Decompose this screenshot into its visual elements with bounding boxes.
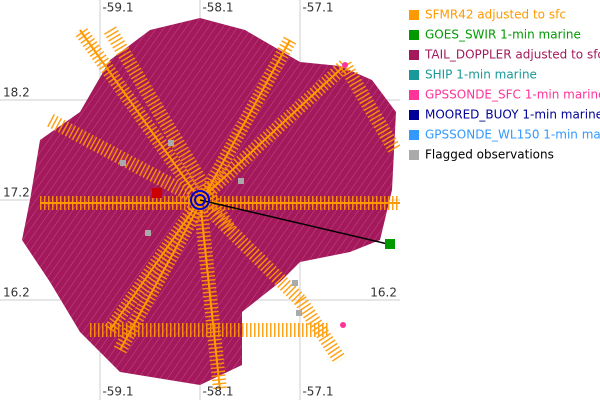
lat-label: 17.2 bbox=[3, 186, 30, 200]
legend-swatch bbox=[409, 70, 419, 80]
lon-label: -59.1 bbox=[102, 385, 133, 399]
lon-label: -57.1 bbox=[302, 385, 333, 399]
ship-marker bbox=[152, 188, 162, 198]
lon-label: -58.1 bbox=[202, 385, 233, 399]
legend-label: TAIL_DOPPLER adjusted to sfc bbox=[424, 48, 600, 62]
legend-swatch bbox=[409, 90, 419, 100]
legend-label: GPSSONDE_SFC 1-min marine bbox=[425, 88, 600, 102]
legend-bg bbox=[400, 0, 600, 400]
legend-label: MOORED_BUOY 1-min marine bbox=[425, 108, 600, 122]
legend-label: GPSSONDE_WL150 1-min marine bbox=[425, 128, 600, 142]
lat-label: 18.2 bbox=[3, 86, 30, 100]
legend-swatch bbox=[409, 50, 419, 60]
sonde-marker bbox=[340, 322, 346, 328]
track-line bbox=[199, 199, 393, 246]
center-marker bbox=[190, 190, 210, 210]
legend-swatch bbox=[409, 130, 419, 140]
lat-label: 16.2 bbox=[3, 286, 30, 300]
flagged-points bbox=[120, 140, 302, 316]
legend-swatch bbox=[409, 150, 419, 160]
legend-label: GOES_SWIR 1-min marine bbox=[425, 28, 581, 42]
legend-swatch bbox=[409, 30, 419, 40]
legend-swatch bbox=[409, 10, 419, 20]
center-marker bbox=[194, 194, 206, 206]
legend-label: Flagged observations bbox=[425, 148, 554, 162]
legend-swatch bbox=[409, 110, 419, 120]
lat-label: 16.2 bbox=[370, 286, 397, 300]
buoy-marker bbox=[385, 239, 395, 249]
lon-label: -57.1 bbox=[302, 1, 333, 15]
legend-label: SHIP 1-min marine bbox=[425, 68, 537, 82]
lon-label: -58.1 bbox=[202, 1, 233, 15]
lon-label: -59.1 bbox=[102, 1, 133, 15]
sfmr-tracks bbox=[40, 25, 402, 391]
sonde-marker bbox=[342, 62, 348, 68]
legend-label: SFMR42 adjusted to sfc bbox=[425, 8, 566, 22]
